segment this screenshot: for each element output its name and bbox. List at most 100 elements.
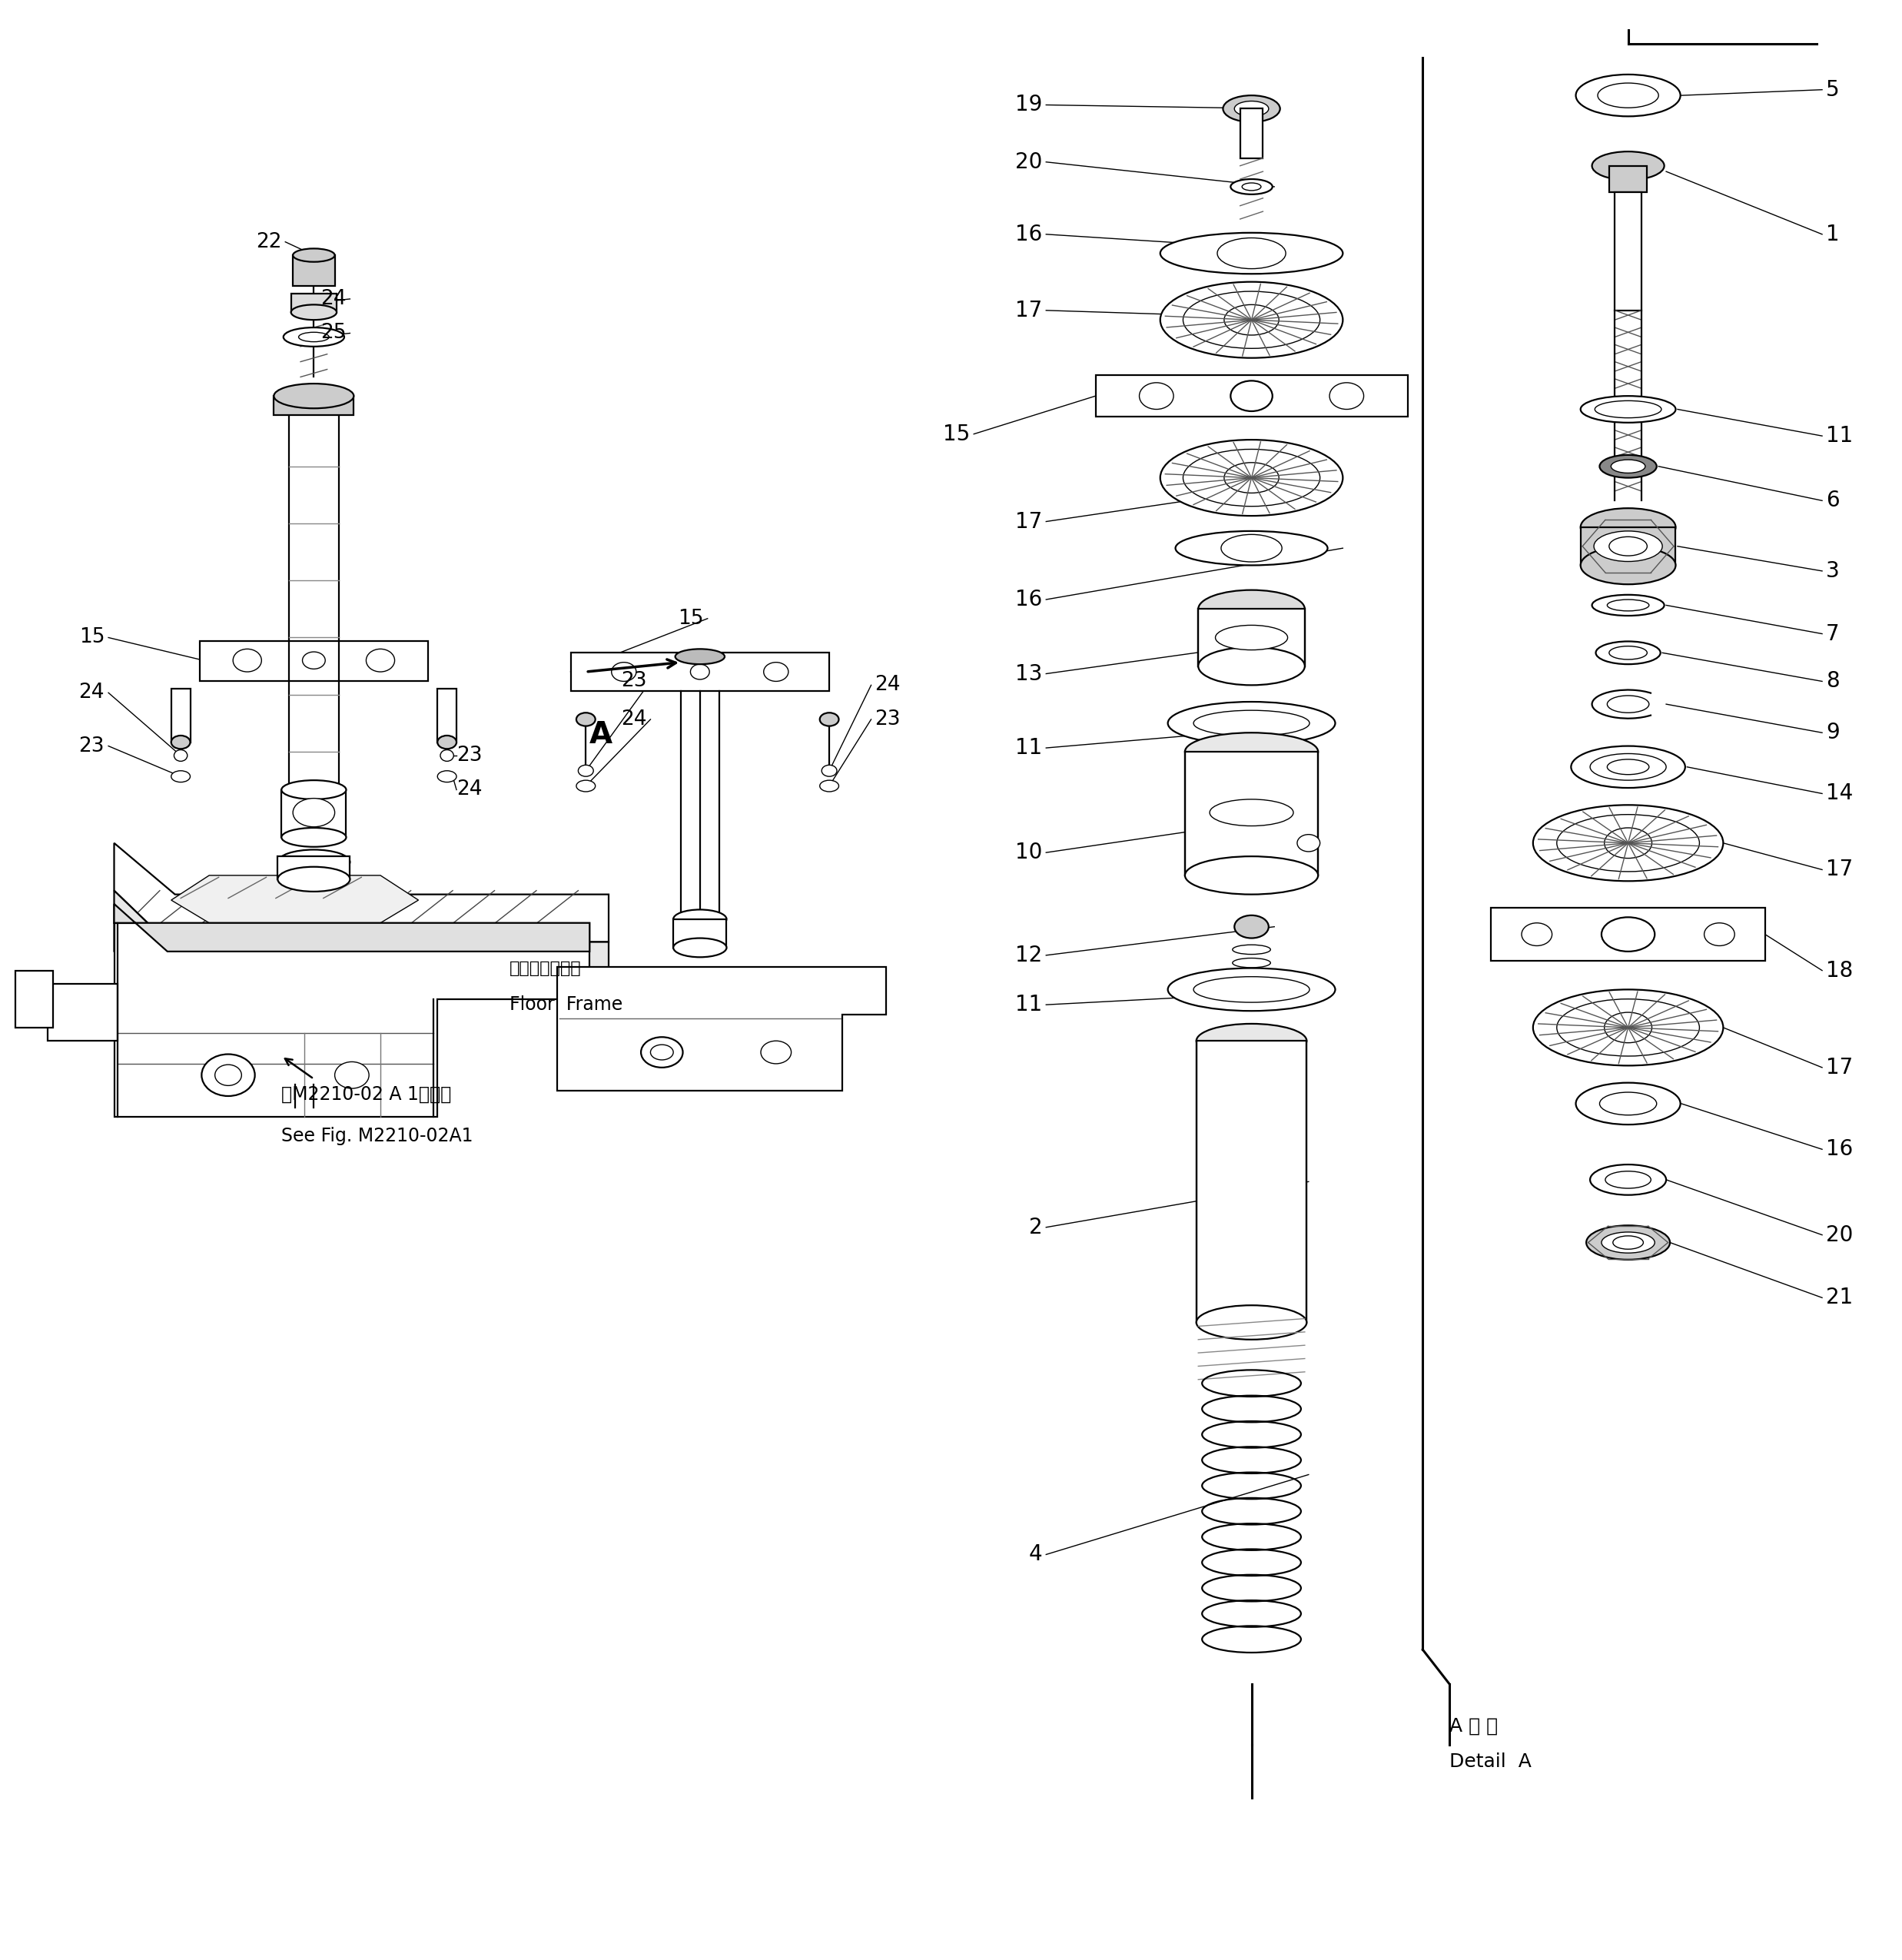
Polygon shape <box>200 641 428 682</box>
Ellipse shape <box>1596 641 1660 664</box>
Ellipse shape <box>1198 647 1305 686</box>
Ellipse shape <box>1586 1225 1670 1260</box>
Text: 19: 19 <box>1016 94 1042 116</box>
Text: 23: 23 <box>620 672 647 692</box>
Polygon shape <box>114 890 609 974</box>
Ellipse shape <box>1581 547 1676 584</box>
Ellipse shape <box>1581 396 1676 423</box>
Text: 17: 17 <box>1826 1056 1853 1078</box>
Text: 11: 11 <box>1016 994 1042 1015</box>
Text: A: A <box>590 719 612 749</box>
Bar <box>171 688 190 743</box>
Ellipse shape <box>1168 702 1335 745</box>
Bar <box>274 396 354 416</box>
Ellipse shape <box>576 713 595 725</box>
Bar <box>278 857 350 880</box>
Ellipse shape <box>1225 304 1278 335</box>
Text: 24: 24 <box>320 288 346 310</box>
Text: 16: 16 <box>1016 588 1042 610</box>
Ellipse shape <box>437 735 456 749</box>
Text: 15: 15 <box>78 627 105 647</box>
Polygon shape <box>114 923 609 1000</box>
Text: 第M2210-02 A 1図参照: 第M2210-02 A 1図参照 <box>281 1086 451 1103</box>
Ellipse shape <box>1194 710 1309 737</box>
Text: 9: 9 <box>1826 721 1839 743</box>
Ellipse shape <box>612 662 635 682</box>
Ellipse shape <box>1600 1092 1657 1115</box>
Polygon shape <box>114 923 590 1117</box>
Ellipse shape <box>1196 1305 1307 1339</box>
Text: 1: 1 <box>1826 223 1839 245</box>
Ellipse shape <box>1575 74 1681 116</box>
Ellipse shape <box>1603 827 1653 858</box>
Ellipse shape <box>1139 382 1174 410</box>
Ellipse shape <box>365 649 396 672</box>
Ellipse shape <box>1160 233 1343 274</box>
Ellipse shape <box>1221 535 1282 563</box>
Text: 22: 22 <box>255 231 281 253</box>
Bar <box>291 294 337 312</box>
Ellipse shape <box>283 327 344 347</box>
Ellipse shape <box>232 649 262 672</box>
Ellipse shape <box>1183 292 1320 349</box>
Ellipse shape <box>1232 972 1271 980</box>
Text: 6: 6 <box>1826 490 1839 512</box>
Text: 4: 4 <box>1029 1544 1042 1566</box>
Ellipse shape <box>1601 917 1655 951</box>
Ellipse shape <box>1329 382 1364 410</box>
Text: See Fig. M2210-02A1: See Fig. M2210-02A1 <box>281 1127 474 1145</box>
Ellipse shape <box>1533 806 1723 882</box>
Ellipse shape <box>1556 815 1700 872</box>
Ellipse shape <box>1601 1233 1655 1252</box>
Text: 20: 20 <box>1826 1225 1853 1247</box>
Ellipse shape <box>278 851 350 874</box>
Ellipse shape <box>1194 976 1309 1002</box>
Text: フロアフレーム: フロアフレーム <box>510 960 582 976</box>
Ellipse shape <box>1231 380 1272 412</box>
Ellipse shape <box>1234 915 1269 939</box>
Ellipse shape <box>1210 800 1293 825</box>
Polygon shape <box>1491 907 1765 960</box>
Text: 17: 17 <box>1016 512 1042 533</box>
Ellipse shape <box>1571 747 1685 788</box>
Ellipse shape <box>1611 461 1645 472</box>
Bar <box>437 688 456 743</box>
Ellipse shape <box>1225 463 1278 494</box>
Ellipse shape <box>1215 625 1288 651</box>
Text: 10: 10 <box>1016 841 1042 862</box>
Ellipse shape <box>675 649 725 664</box>
Ellipse shape <box>1234 102 1269 116</box>
Text: 15: 15 <box>677 608 704 629</box>
Ellipse shape <box>439 751 455 760</box>
Text: 7: 7 <box>1826 623 1839 645</box>
Text: 16: 16 <box>1826 1139 1853 1160</box>
Ellipse shape <box>1609 647 1647 659</box>
Ellipse shape <box>274 384 354 408</box>
Ellipse shape <box>302 653 325 668</box>
Ellipse shape <box>673 939 727 956</box>
Polygon shape <box>48 984 118 1041</box>
Bar <box>1581 527 1676 564</box>
Ellipse shape <box>1594 400 1662 417</box>
Text: 15: 15 <box>943 423 970 445</box>
Ellipse shape <box>278 866 350 892</box>
Ellipse shape <box>1522 923 1552 947</box>
Text: Detail  A: Detail A <box>1449 1752 1531 1772</box>
Ellipse shape <box>1185 733 1318 770</box>
Ellipse shape <box>641 1037 683 1068</box>
Text: 17: 17 <box>1016 300 1042 321</box>
Ellipse shape <box>171 735 190 749</box>
Ellipse shape <box>1590 1164 1666 1196</box>
Ellipse shape <box>1581 508 1676 547</box>
Bar <box>1609 167 1647 192</box>
Ellipse shape <box>650 1045 673 1060</box>
Text: 13: 13 <box>1016 662 1042 684</box>
Text: 24: 24 <box>78 682 105 704</box>
Ellipse shape <box>1594 531 1662 561</box>
Ellipse shape <box>1598 82 1659 108</box>
Ellipse shape <box>1242 182 1261 190</box>
Polygon shape <box>1096 374 1407 417</box>
Polygon shape <box>114 904 590 951</box>
Text: 17: 17 <box>1826 858 1853 880</box>
Ellipse shape <box>1605 1172 1651 1188</box>
